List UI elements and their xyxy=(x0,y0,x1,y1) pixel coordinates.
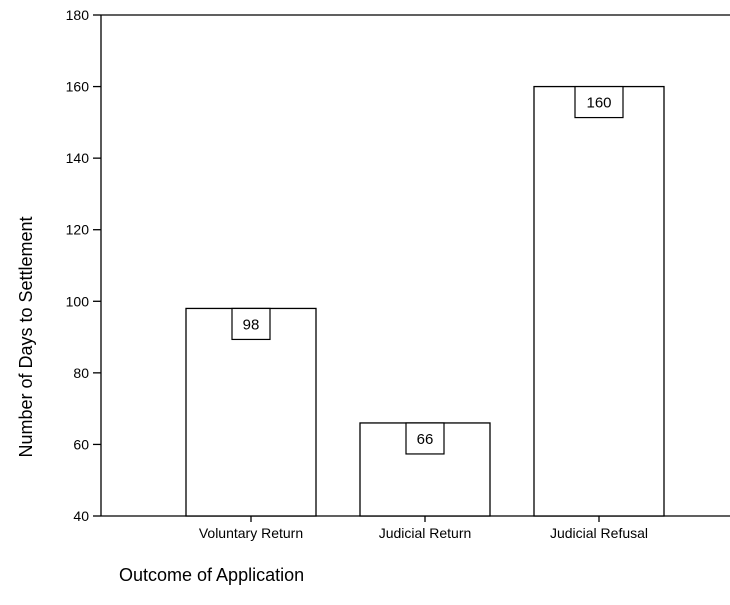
y-tick-label: 120 xyxy=(66,222,90,238)
y-axis-title: Number of Days to Settlement xyxy=(16,216,36,457)
data-label-box xyxy=(231,307,271,341)
bars: 98 66 160 xyxy=(185,85,665,517)
x-axis-tick-labels: Voluntary Return Judicial Return Judicial … xyxy=(199,516,648,541)
y-tick-label: 100 xyxy=(66,293,90,309)
data-label: 66 xyxy=(417,431,434,448)
data-label: 98 xyxy=(243,316,260,333)
y-tick-label: 60 xyxy=(73,436,89,452)
x-tick-label: Judicial Return xyxy=(379,525,472,541)
x-axis-title: Outcome of Application xyxy=(119,565,304,585)
y-tick-label: 180 xyxy=(66,7,90,23)
y-axis-ticks: 40 60 80 100 120 140 160 180 xyxy=(66,7,101,524)
data-label: 160 xyxy=(586,95,611,112)
bar xyxy=(533,85,665,517)
y-tick-label: 140 xyxy=(66,150,90,166)
y-tick-label: 80 xyxy=(73,365,89,381)
data-label-box xyxy=(405,422,445,455)
y-tick-label: 160 xyxy=(66,79,90,95)
data-label-box xyxy=(574,85,624,119)
x-tick-label: Voluntary Return xyxy=(199,525,303,541)
bar xyxy=(185,307,317,517)
x-tick-label: Judicial Refusal xyxy=(550,525,648,541)
y-tick-label: 40 xyxy=(73,508,89,524)
